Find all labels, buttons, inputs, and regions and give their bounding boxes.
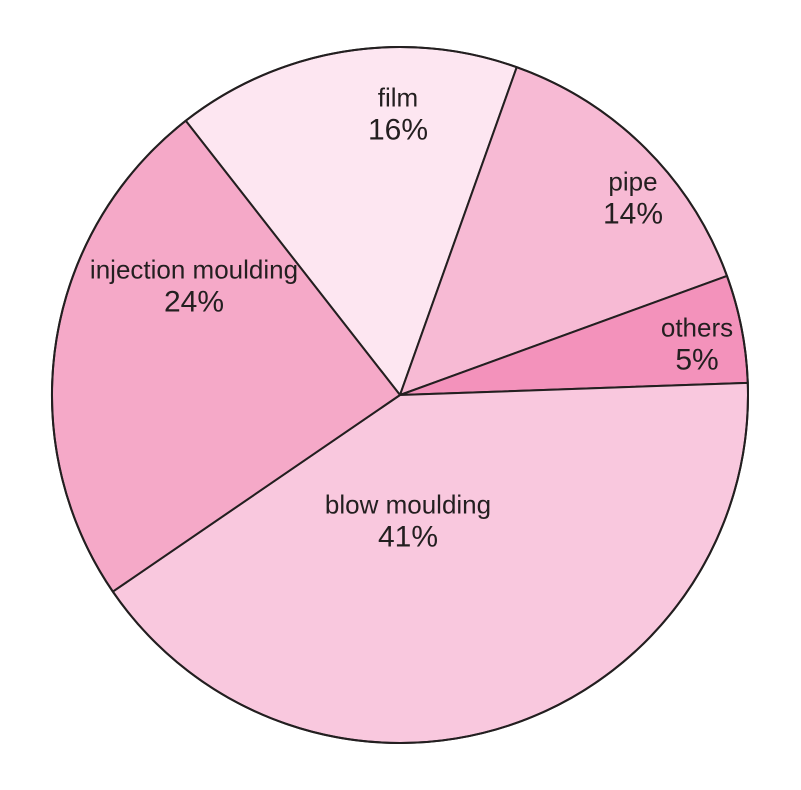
pie-chart: film16%pipe14%others5%blow moulding41%in… <box>0 0 801 790</box>
pie-chart-svg <box>0 0 801 790</box>
